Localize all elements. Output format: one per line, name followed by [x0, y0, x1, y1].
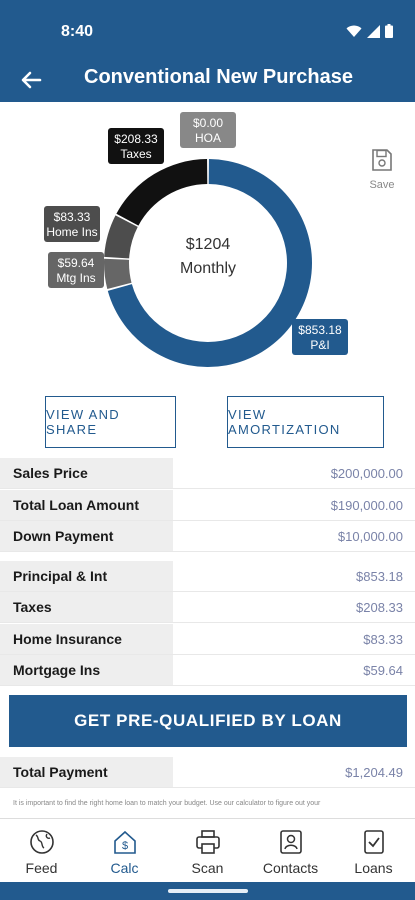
row-label: Down Payment [0, 521, 173, 551]
svg-text:$: $ [121, 840, 127, 852]
table-row: Down Payment $10,000.00 [0, 521, 415, 552]
nav-item-scan[interactable]: Scan [166, 819, 249, 882]
get-prequalified-button[interactable]: GET PRE-QUALIFIED BY LOAN [9, 695, 407, 747]
view-amortization-button[interactable]: VIEW AMORTIZATION [227, 396, 384, 448]
chart-center-amount: $1204 [186, 236, 231, 253]
callout-p-i: $853.18P&I [292, 319, 348, 355]
arrow-left-icon [21, 71, 42, 89]
table-row: Total Loan Amount $190,000.00 [0, 490, 415, 521]
row-value: $83.33 [363, 631, 403, 647]
callout-name: P&I [310, 338, 329, 352]
total-payment-value: $1,204.49 [345, 764, 403, 780]
total-payment-row: Total Payment $1,204.49 [0, 757, 415, 788]
nav-item-feed[interactable]: Feed [0, 819, 83, 882]
nav-item-loans[interactable]: Loans [332, 819, 415, 882]
row-value: $10,000.00 [337, 528, 403, 544]
app-bar: Conventional New Purchase [0, 58, 415, 102]
row-value: $208.33 [356, 599, 403, 615]
row-label: Taxes [0, 592, 173, 622]
printer-icon [195, 830, 220, 854]
callout-value: $83.33 [54, 210, 91, 224]
callout-name: Mtg Ins [56, 271, 95, 285]
nav-label: Calc [110, 860, 139, 876]
nav-label: Loans [354, 860, 393, 876]
callout-name: Taxes [120, 147, 151, 161]
row-value: $853.18 [356, 568, 403, 584]
row-value: $200,000.00 [330, 465, 403, 481]
back-button[interactable] [18, 66, 46, 94]
callout-box [292, 319, 348, 355]
view-and-share-button[interactable]: VIEW AND SHARE [45, 396, 176, 448]
status-icons [346, 24, 393, 38]
callout-name: Home Ins [46, 225, 97, 239]
row-value: $59.64 [363, 662, 403, 678]
save-icon [372, 149, 392, 171]
nav-item-contacts[interactable]: Contacts [249, 819, 332, 882]
table-row: Home Insurance $83.33 [0, 624, 415, 655]
callout-box [48, 252, 104, 288]
nav-label: Feed [25, 860, 58, 876]
callout-value: $208.33 [114, 132, 158, 146]
status-time: 8:40 [61, 23, 94, 40]
page-title: Conventional New Purchase [84, 66, 353, 88]
globe-icon [29, 830, 54, 854]
row-label: Mortgage Ins [0, 655, 173, 685]
chart-center-label: Monthly [180, 260, 236, 277]
callout-name: HOA [195, 131, 221, 145]
donut-segment-mtg-ins [103, 258, 132, 290]
contacts-icon [279, 830, 302, 854]
save-label: Save [369, 179, 395, 191]
nav-item-calc[interactable]: $ Calc [83, 819, 166, 882]
save-button[interactable]: Save [364, 148, 400, 191]
donut-segment-home-ins [104, 215, 138, 259]
callout-value: $59.64 [58, 256, 95, 270]
row-label: Total Loan Amount [0, 490, 173, 520]
row-label: Sales Price [0, 458, 173, 488]
table-row: Principal & Int $853.18 [0, 561, 415, 592]
battery-icon [385, 24, 393, 38]
callout-box [180, 112, 236, 148]
nav-label: Scan [191, 860, 224, 876]
gesture-bar [0, 882, 415, 900]
calculator-icon: $ [113, 830, 136, 854]
total-payment-label: Total Payment [0, 757, 173, 787]
row-label: Home Insurance [0, 624, 173, 654]
nav-label: Contacts [262, 860, 319, 876]
row-label: Principal & Int [0, 561, 173, 591]
document-check-icon [363, 830, 384, 854]
bottom-nav: Feed $ Calc Scan Contacts Loans [0, 818, 415, 882]
row-value: $190,000.00 [330, 497, 403, 513]
cell-signal-icon [367, 24, 380, 38]
wifi-icon [346, 25, 362, 37]
table-row: Taxes $208.33 [0, 592, 415, 623]
gesture-handle[interactable] [168, 889, 248, 893]
disclaimer-text: It is important to find the right home l… [13, 800, 321, 807]
callout-box [108, 128, 164, 164]
callout-value: $853.18 [298, 323, 342, 337]
callout-box [44, 206, 100, 242]
table-row: Mortgage Ins $59.64 [0, 655, 415, 686]
callout-value: $0.00 [193, 116, 223, 130]
donut-segment-taxes [116, 159, 208, 226]
table-row: Sales Price $200,000.00 [0, 458, 415, 489]
payment-chart: $1204 Monthly $853.18 P&I $59.64 Mtg Ins $83… [0, 102, 415, 382]
status-bar: 8:40 [0, 0, 415, 58]
